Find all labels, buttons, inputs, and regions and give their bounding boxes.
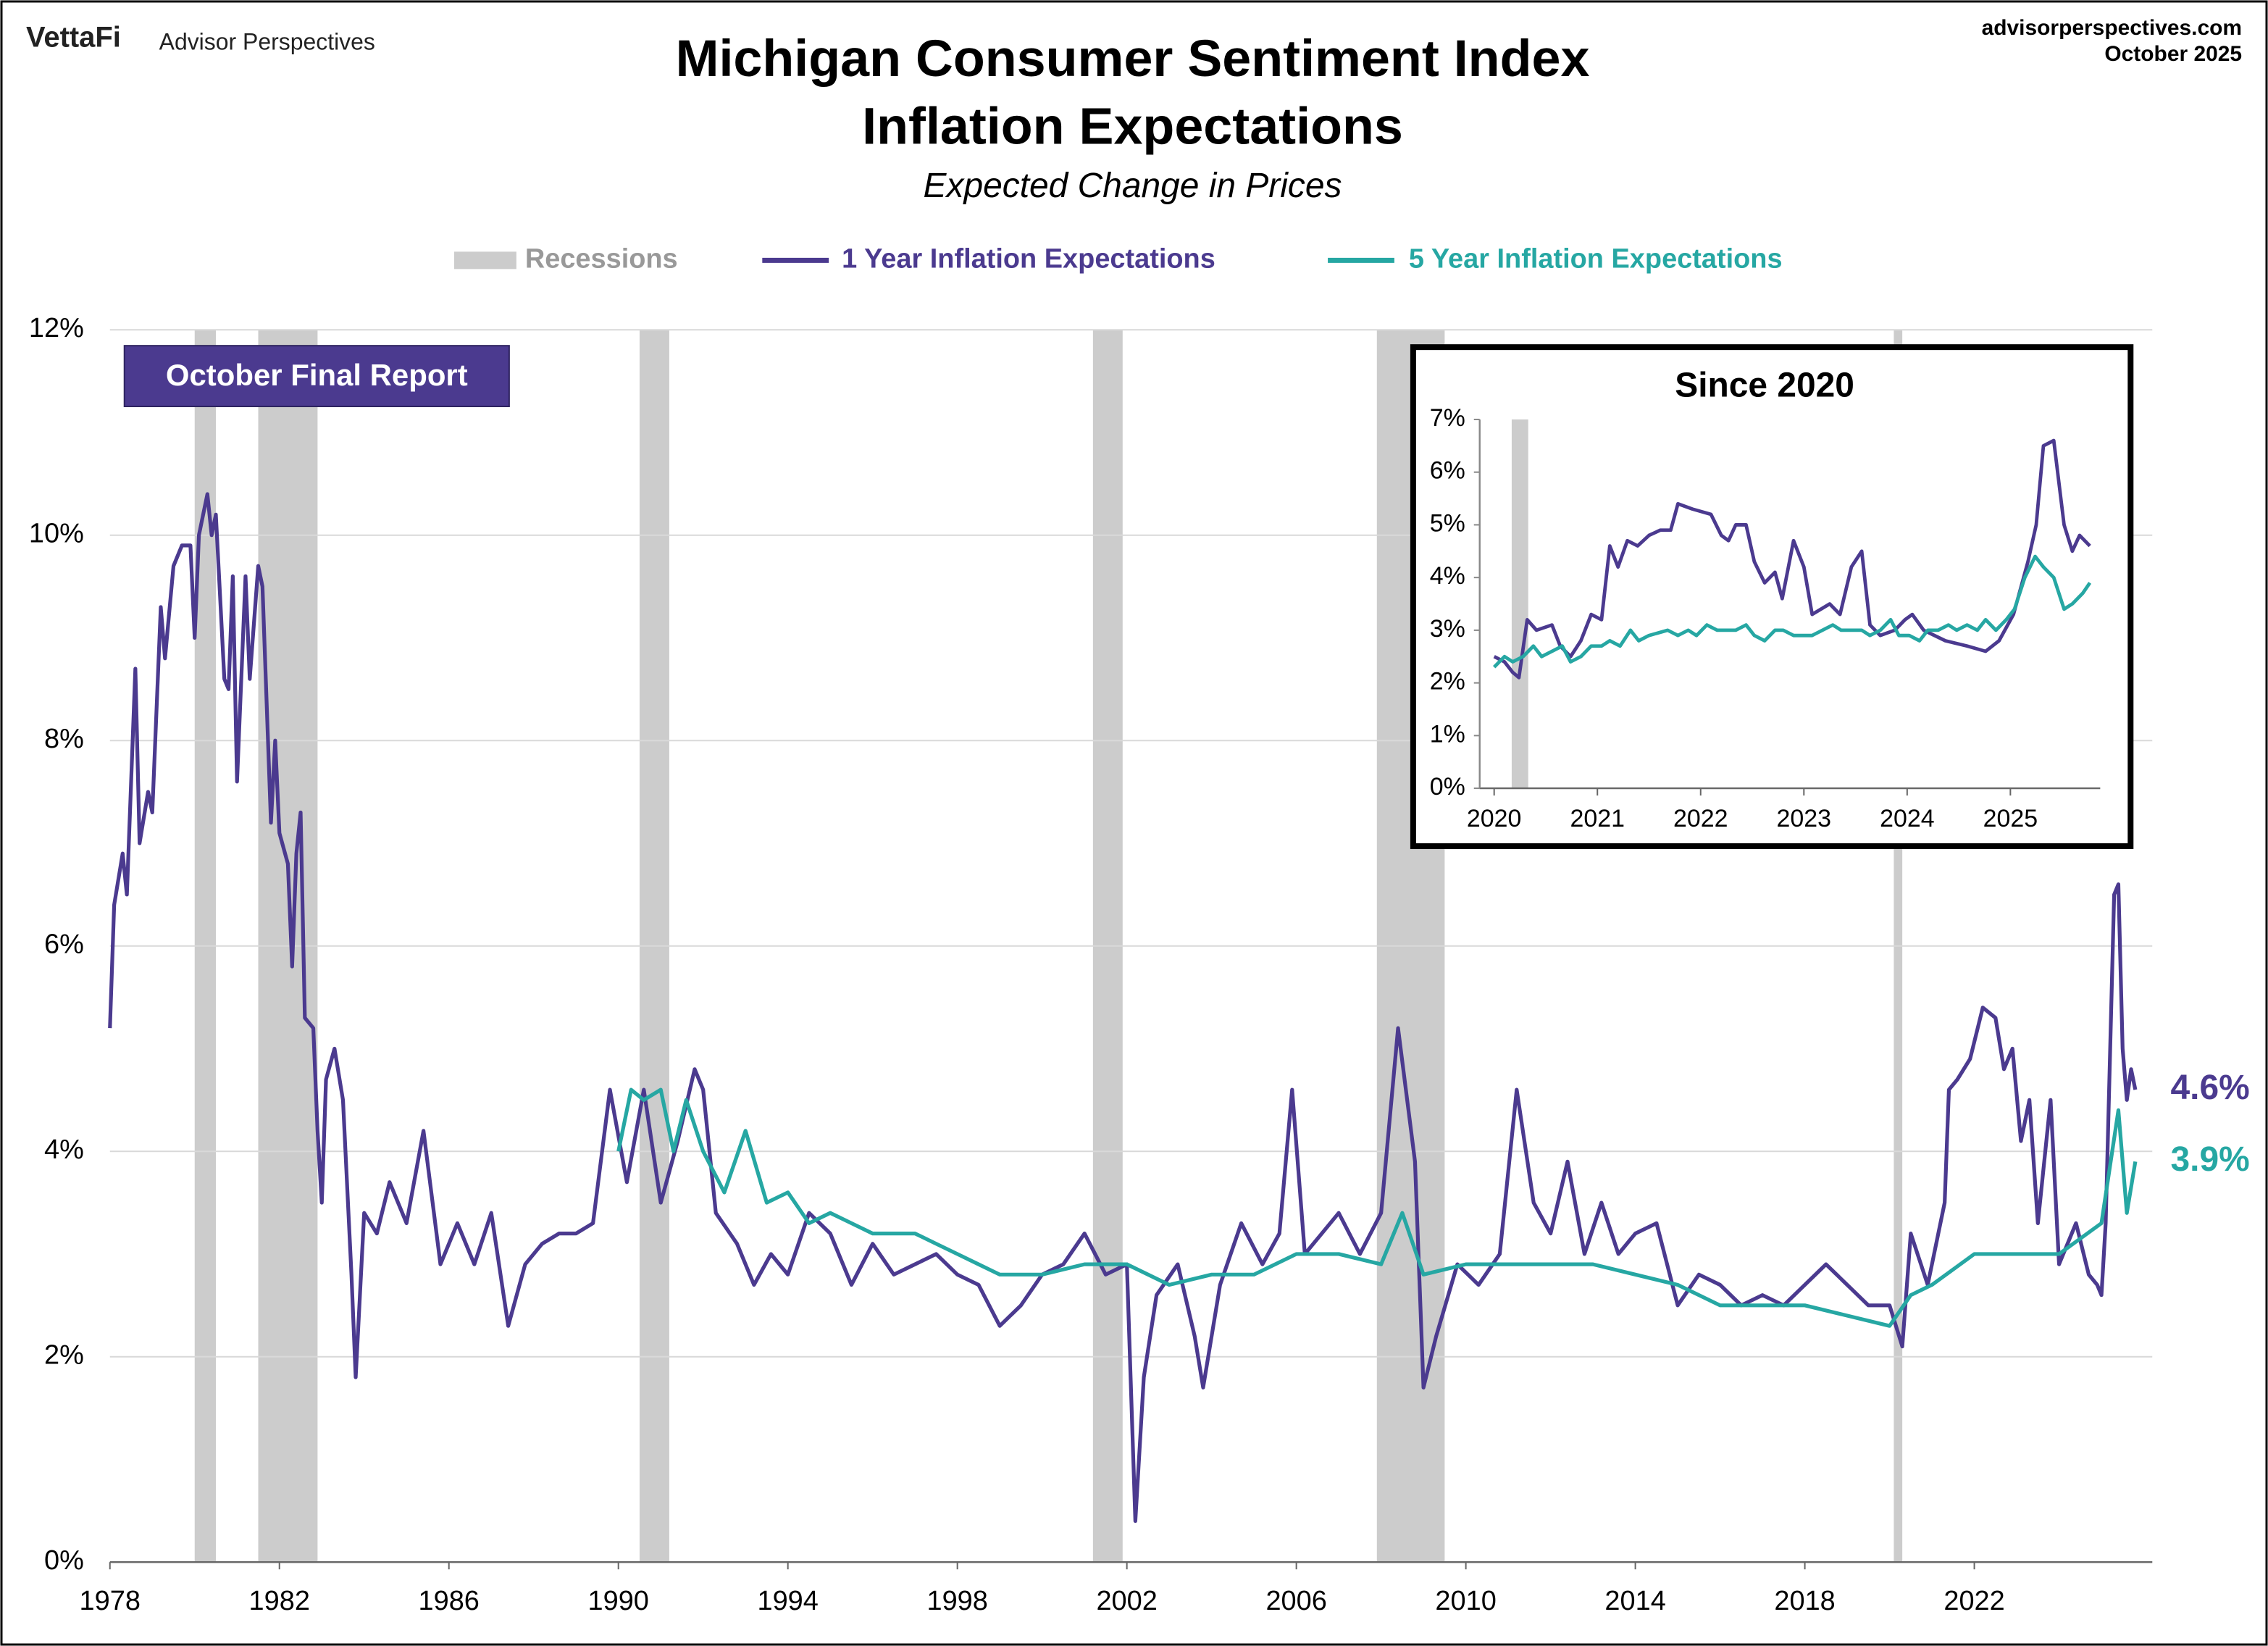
x-tick-label: 2024	[1880, 805, 1935, 832]
site: advisorperspectives.com	[1982, 16, 2242, 40]
y-tick-label: 0%	[1430, 773, 1465, 801]
x-tick-label: 1982	[249, 1586, 310, 1616]
y-tick-label: 3%	[1430, 615, 1465, 643]
legend-swatch	[453, 251, 516, 270]
x-tick-label: 1978	[80, 1586, 141, 1616]
x-tick-label: 2023	[1777, 805, 1832, 832]
x-tick-label: 2014	[1604, 1586, 1665, 1616]
publisher: Advisor Perspectives	[159, 28, 375, 54]
y-tick-label: 4%	[1430, 562, 1465, 590]
inset-frame	[1410, 344, 2134, 849]
y-tick-label: 2%	[44, 1340, 84, 1371]
legend-label: 5 Year Inflation Expectations	[1409, 243, 1783, 274]
y-tick-label: 2%	[1430, 668, 1465, 695]
x-tick-label: 2002	[1096, 1586, 1157, 1616]
x-tick-label: 1998	[926, 1586, 987, 1616]
y-tick-label: 6%	[1430, 457, 1465, 485]
y-tick-label: 4%	[44, 1135, 84, 1165]
y-tick-label: 10%	[29, 519, 84, 549]
legend-label: Recessions	[525, 243, 678, 274]
end-label: 4.6%	[2171, 1069, 2250, 1107]
annotation: October Final Report	[166, 358, 468, 392]
date: October 2025	[2104, 42, 2242, 66]
series-line	[108, 492, 2138, 1524]
y-tick-label: 8%	[44, 724, 84, 754]
y-tick-label: 6%	[44, 929, 84, 960]
x-tick-label: 2010	[1435, 1586, 1496, 1616]
x-tick-label: 1994	[757, 1586, 818, 1616]
chart-subtitle: Expected Change in Prices	[924, 167, 1342, 205]
y-tick-label: 0%	[44, 1545, 84, 1576]
x-tick-label: 1986	[419, 1586, 480, 1616]
series-line	[616, 1087, 2138, 1328]
y-tick-label: 1%	[1430, 720, 1465, 748]
x-tick-label: 2021	[1570, 805, 1625, 832]
x-tick-label: 1990	[588, 1586, 649, 1616]
y-tick-label: 5%	[1430, 509, 1465, 537]
brand: VettaFi	[26, 21, 121, 53]
x-tick-label: 2006	[1265, 1586, 1326, 1616]
x-tick-label: 2022	[1673, 805, 1728, 832]
x-tick-label: 2018	[1774, 1586, 1835, 1616]
chart-title: Inflation Expectations	[862, 98, 1403, 156]
x-tick-label: 2025	[1983, 805, 2038, 832]
chart-title: Michigan Consumer Sentiment Index	[676, 30, 1590, 88]
x-tick-label: 2022	[1943, 1586, 2004, 1616]
legend-label: 1 Year Inflation Expectations	[842, 243, 1215, 274]
inset-title: Since 2020	[1675, 367, 1854, 405]
y-tick-label: 7%	[1430, 404, 1465, 432]
y-tick-label: 12%	[29, 313, 84, 343]
end-label: 3.9%	[2171, 1140, 2250, 1179]
x-tick-label: 2020	[1467, 805, 1522, 832]
annotation-box	[123, 345, 510, 408]
series-line	[1493, 438, 2091, 680]
recession-band	[1511, 419, 1528, 789]
series-line	[1492, 554, 2092, 669]
